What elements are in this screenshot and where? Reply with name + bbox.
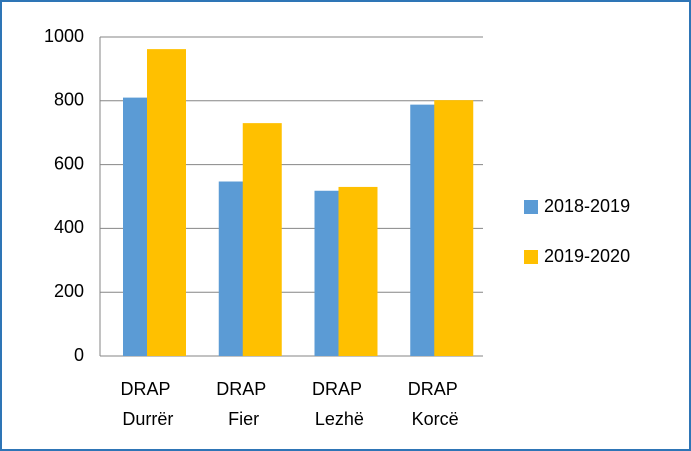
y-tick-label: 400 — [54, 217, 84, 237]
legend-label: 2018-2019 — [544, 196, 630, 216]
legend-swatch — [524, 250, 538, 264]
x-tick-label: DRAP Korcë — [408, 379, 463, 429]
y-tick-label: 800 — [54, 90, 84, 110]
y-tick-label: 600 — [54, 153, 84, 173]
bar — [242, 123, 282, 356]
x-tick-label: DRAP Durrër — [121, 379, 176, 429]
legend-label: 2019-2020 — [544, 246, 630, 266]
legend-swatch — [524, 200, 538, 214]
bar — [338, 186, 378, 356]
x-tick-label: DRAP Lezhë — [312, 379, 367, 429]
y-tick-label: 200 — [54, 281, 84, 301]
y-tick-label: 1000 — [44, 26, 84, 46]
y-tick-label: 0 — [74, 345, 84, 365]
bar — [434, 100, 474, 356]
bar — [147, 49, 186, 356]
x-tick-label: DRAP Fier — [216, 379, 271, 429]
